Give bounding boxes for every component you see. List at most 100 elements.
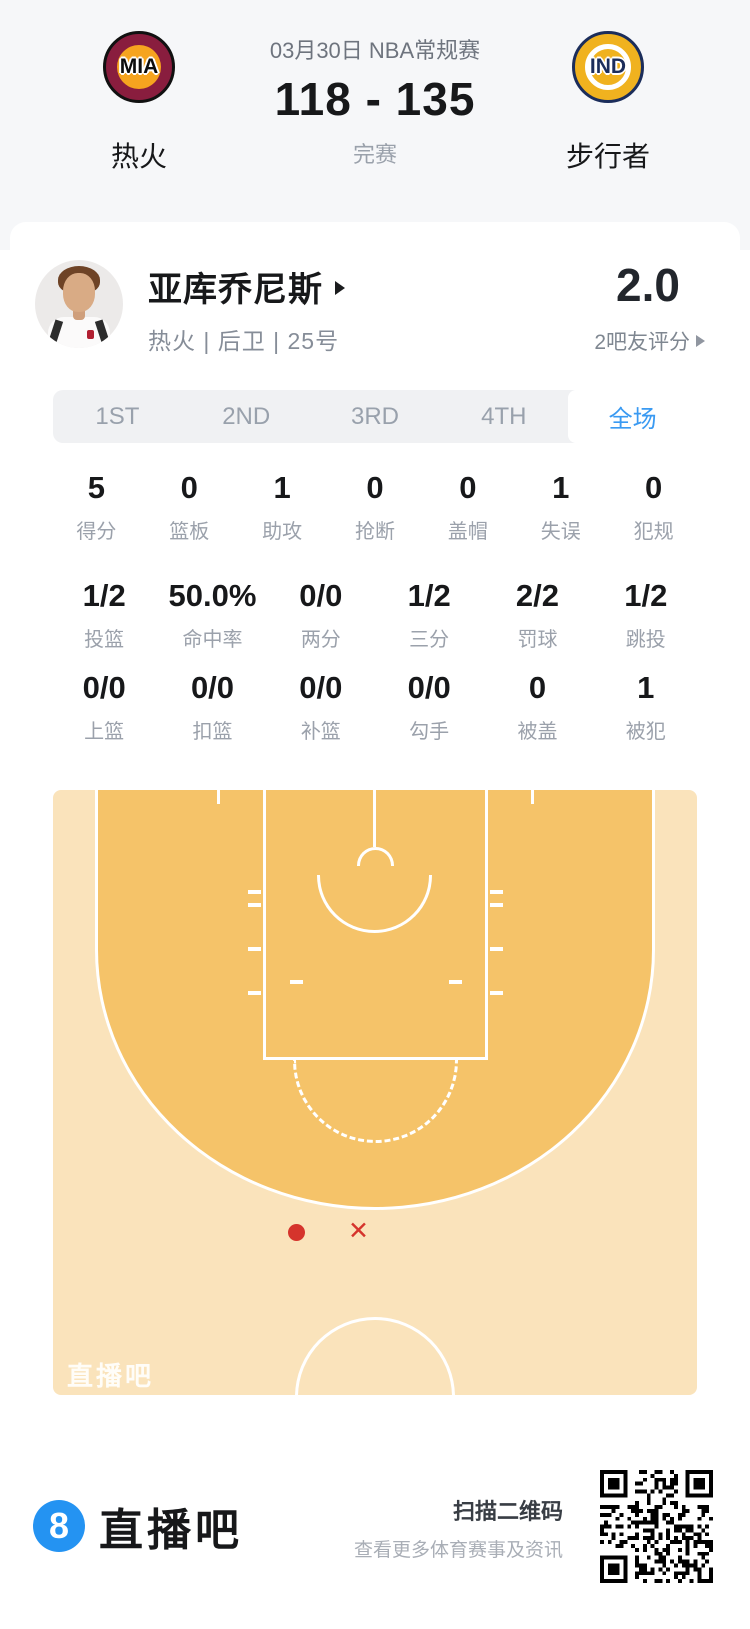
stat-rebounds: 0 篮板 (143, 470, 236, 544)
tab-1st[interactable]: 1ST (95, 402, 140, 430)
avatar-jersey-badge (87, 330, 94, 339)
home-team-name: 热火 (110, 141, 167, 172)
stat-value: 1 (552, 470, 570, 505)
stat-value: 2/2 (515, 578, 560, 613)
stat-fg-pct: 50.0% 命中率 (158, 578, 266, 652)
stat-jumpshot: 1/2 跳投 (592, 578, 700, 652)
stat-steals: 0 抢断 (329, 470, 422, 544)
lane-hash (490, 890, 503, 894)
heat-logo-abbr: MIA (119, 55, 159, 78)
rating-source-link[interactable]: 2吧友评分 (490, 328, 705, 354)
stat-value: 1/2 (407, 578, 451, 613)
zhibo8-logo-char: 8 (48, 1505, 70, 1546)
stat-label: 被盖 (517, 721, 558, 743)
stat-value: 5 (87, 470, 106, 505)
lane-hash (248, 903, 261, 907)
stat-ft: 2/2 罚球 (483, 578, 591, 652)
stat-putback: 0/0 补篮 (267, 670, 375, 744)
lane-hash (248, 947, 261, 951)
stats-row-shooting: 1/2 投篮 50.0% 命中率 0/0 两分 1/2 三分 2/2 罚球 1/… (50, 578, 700, 652)
lane-hash (490, 947, 503, 951)
player-meta: 热火 | 后卫 | 25号 (148, 328, 340, 354)
backboard-stem (373, 790, 376, 847)
stat-fouled: 1 被犯 (592, 670, 700, 744)
stat-label: 篮板 (169, 521, 210, 543)
stat-hook: 0/0 勾手 (375, 670, 483, 744)
stat-value: 1 (273, 470, 291, 505)
stat-label: 扣篮 (192, 721, 233, 743)
stat-value: 0 (528, 670, 547, 705)
stat-got-blocked: 0 被盖 (483, 670, 591, 744)
tab-3rd[interactable]: 3RD (350, 402, 399, 430)
stat-label: 抢断 (355, 521, 395, 543)
stat-label: 盖帽 (447, 521, 488, 543)
stat-fouls: 0 犯规 (607, 470, 700, 544)
zhibo8-brand-name: 直播吧 (99, 1506, 243, 1555)
stat-value: 1 (637, 670, 655, 705)
stats-row-basic: 5 得分 0 篮板 1 助攻 0 抢断 0 盖帽 1 失误 0 犯规 (50, 470, 700, 544)
stat-value: 0/0 (299, 670, 343, 705)
qr-caption: 扫描二维码 查看更多体育赛事及资讯 (330, 1494, 563, 1562)
lane-hash (490, 903, 503, 907)
stat-value: 50.0% (168, 578, 257, 613)
stat-label: 上篮 (84, 721, 125, 743)
tab-2nd[interactable]: 2ND (222, 402, 271, 430)
caret-right-icon (335, 280, 345, 295)
lane-hash (490, 991, 503, 995)
stat-label: 跳投 (625, 629, 666, 651)
stat-fg: 1/2 投篮 (50, 578, 158, 652)
stat-label: 补篮 (300, 721, 341, 743)
shot-chart-court: ✕ 直播吧 (53, 790, 697, 1395)
stat-label: 投篮 (84, 629, 125, 651)
stat-2pt: 0/0 两分 (267, 578, 375, 652)
pacers-logo-ring (585, 44, 631, 90)
stat-value: 1/2 (82, 578, 126, 613)
elbow-dash (449, 980, 462, 984)
stat-dunk: 0/0 扣篮 (158, 670, 266, 744)
pacers-logo-abbr: IND (589, 55, 627, 78)
player-name-row[interactable]: 亚库乔尼斯 (148, 266, 345, 309)
stat-value: 0 (459, 470, 477, 505)
stat-points: 5 得分 (50, 470, 143, 544)
heat-team-logo: MIA (103, 31, 175, 103)
court-key (263, 790, 488, 1060)
qr-subtitle: 查看更多体育赛事及资讯 (353, 1540, 563, 1561)
stat-label: 罚球 (517, 629, 558, 651)
stat-label: 勾手 (409, 721, 450, 743)
stat-blocks: 0 盖帽 (421, 470, 514, 544)
stat-label: 两分 (300, 629, 341, 651)
elbow-dash (290, 980, 303, 984)
stat-value: 0 (366, 470, 384, 505)
away-team-name: 步行者 (565, 141, 650, 172)
stat-value: 0/0 (190, 670, 235, 705)
stat-label: 三分 (409, 629, 450, 651)
match-status: 完赛 (352, 142, 397, 167)
stat-value: 0/0 (82, 670, 126, 705)
missed-shot-marker: ✕ (348, 1217, 369, 1245)
match-score: 118 - 135 (274, 73, 476, 125)
heat-logo-inner-circle (117, 45, 161, 89)
made-shot-marker (288, 1224, 305, 1241)
tab-full-game[interactable]: 全场 (568, 390, 697, 443)
match-date-label: 03月30日 NBA常规赛 (269, 38, 481, 63)
baseline-tick (217, 790, 220, 804)
stat-label: 被犯 (625, 721, 666, 743)
qr-code-image (600, 1470, 713, 1583)
pacers-team-logo: IND (572, 31, 644, 103)
stat-label: 助攻 (262, 521, 303, 543)
lane-hash (248, 991, 261, 995)
baseline-tick (531, 790, 534, 804)
stat-turnovers: 1 失误 (514, 470, 607, 544)
player-rating: 2.0 (616, 259, 680, 311)
quarter-tabs: 1ST 2ND 3RD 4TH 全场 (53, 390, 697, 443)
player-avatar (35, 260, 123, 348)
player-name: 亚库乔尼斯 (148, 270, 323, 309)
stat-value: 0 (644, 470, 663, 505)
court-watermark: 直播吧 (67, 1361, 155, 1391)
tab-4th[interactable]: 4TH (481, 402, 527, 430)
rating-source-label: 2吧友评分 (594, 331, 690, 354)
stats-row-detail: 0/0 上篮 0/0 扣篮 0/0 补篮 0/0 勾手 0 被盖 1 被犯 (50, 670, 700, 744)
lane-hash (248, 890, 261, 894)
stat-label: 命中率 (182, 629, 243, 651)
stat-value: 1/2 (624, 578, 668, 613)
